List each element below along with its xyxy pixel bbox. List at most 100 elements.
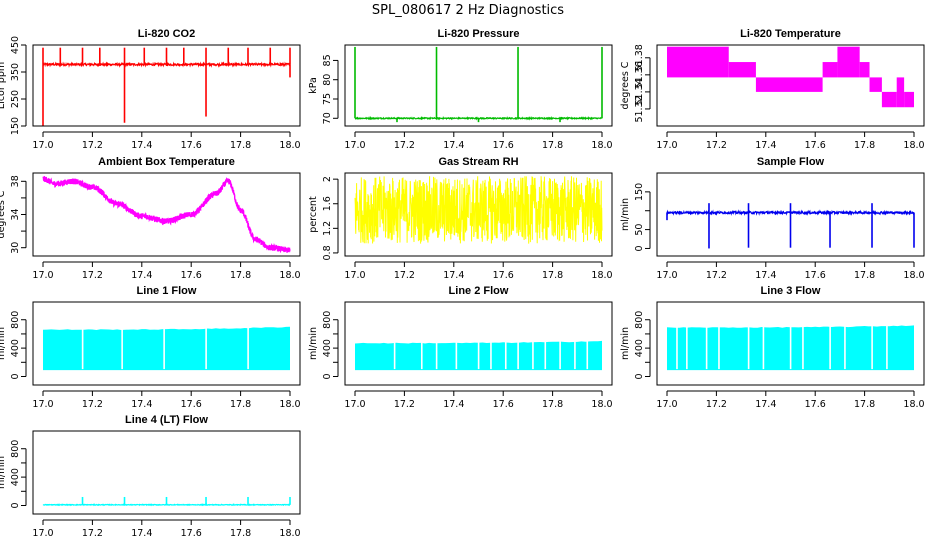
x-tick-label: 17.0 [32,140,53,151]
plot-frame [32,301,301,386]
y-tick-label: 150 [634,183,645,201]
x-axis: 17.0 17.2 17.4 17.6 17.8 18.0 [656,261,925,281]
panel-title: Line 1 Flow [137,285,197,297]
step-segment [896,77,905,108]
flow-gap [789,322,792,370]
x-tick-label: 17.6 [493,140,514,151]
y-axis-label: ml/min [620,198,631,231]
x-axis: 17.0 17.2 17.4 17.6 17.8 18.0 [32,390,301,410]
x-tick-label: 17.8 [854,140,875,151]
series-box_temp [42,176,291,254]
x-tick-label: 17.8 [854,270,875,281]
y-tick-label: 400 [10,468,21,486]
flow-gap [504,338,507,370]
x-tick-label: 18.0 [279,140,300,151]
x-tick-label: 17.6 [805,399,826,410]
step-segment [755,77,823,92]
x-tick-label: 17.2 [82,528,103,539]
flow-gap [559,338,561,370]
flow-gap [871,322,873,370]
y-axis-label: Licor ppm [0,62,7,109]
x-tick-label: 17.0 [32,399,53,410]
plot-frame [656,172,925,257]
y-tick-label: 34 [10,208,21,220]
flow-gap [718,322,720,370]
x-tick-label: 17.4 [755,399,776,410]
y-axis: 0.8 1.2 1.6 2 percent [308,176,339,260]
panel-title: Sample Flow [757,156,825,168]
x-tick-label: 17.0 [32,270,53,281]
x-tick-label: 17.6 [181,140,202,151]
x-tick-label: 17.2 [82,140,103,151]
flow-gap [544,338,547,370]
x-tick-label: 17.2 [706,270,727,281]
x-tick-label: 17.8 [230,399,251,410]
x-tick-label: 17.8 [230,140,251,151]
x-tick-label: 17.0 [656,399,677,410]
x-tick-label: 17.6 [493,399,514,410]
panel-title: Line 2 Flow [449,285,509,297]
y-tick-label: 70 [322,112,333,124]
step-segment [822,62,838,78]
y-tick-label: 800 [10,440,21,458]
x-tick-label: 17.0 [656,270,677,281]
flow-gap [829,322,831,370]
x-tick-label: 17.2 [706,399,727,410]
x-axis: 17.0 17.2 17.4 17.6 17.8 18.0 [32,519,301,539]
y-tick-label: 75 [322,93,333,105]
y-tick-label: 450 [10,36,21,54]
y-axis-label: ml/min [308,327,319,360]
x-tick-label: 17.2 [394,399,415,410]
y-tick-label: 1.2 [322,221,333,236]
y-axis: 150 250 350 450 Licor ppm [0,36,27,135]
x-tick-label: 18.0 [279,270,300,281]
step-segment [904,91,914,108]
panel-title: Li-820 Pressure [438,28,520,40]
plot-frame [344,44,613,127]
flow-gap [435,338,438,370]
x-tick-label: 17.6 [181,270,202,281]
y-axis-label: degrees C [620,61,631,109]
x-tick-label: 18.0 [279,528,300,539]
x-tick-label: 17.2 [394,270,415,281]
y-axis-label: percent [308,196,319,233]
x-axis: 17.0 17.2 17.4 17.6 17.8 18.0 [344,131,613,151]
y-tick-label: 1.6 [322,196,333,211]
y-tick-label: 0 [322,373,333,379]
panel-title: Line 3 Flow [761,285,821,297]
x-axis: 17.0 17.2 17.4 17.6 17.8 18.0 [656,390,925,410]
x-tick-label: 17.4 [131,528,152,539]
series-line1 [43,323,290,371]
plot-frame [32,44,301,127]
series-line [42,176,291,254]
flow-gap [802,322,804,370]
flow-gap [247,323,249,370]
panel-pressure: Li-820 Pressure 17.0 17.2 17.4 17.6 17.8 18.0 7… [308,28,613,151]
flow-gap [455,338,458,370]
flow-gap [81,323,84,370]
series-pressure [354,46,603,123]
x-tick-label: 17.2 [82,399,103,410]
x-tick-label: 17.6 [493,270,514,281]
flow-gap [205,323,207,370]
x-axis: 17.0 17.2 17.4 17.6 17.8 18.0 [656,131,925,151]
y-tick-label: 85 [322,54,333,66]
x-tick-label: 17.4 [443,399,464,410]
x-tick-label: 17.8 [230,270,251,281]
x-tick-label: 18.0 [591,140,612,151]
flow-gap [705,322,708,370]
flow-gap [532,338,534,370]
flow-gap [121,323,123,370]
panel-rh: Gas Stream RH 17.0 17.2 17.4 17.6 17.8 18.0 0.8… [308,156,613,281]
series-line2 [355,338,602,371]
y-tick-label: 0 [634,245,645,251]
x-axis: 17.0 17.2 17.4 17.6 17.8 18.0 [32,261,301,281]
x-tick-label: 17.4 [131,270,152,281]
y-tick-label: 80 [322,74,333,86]
x-tick-label: 17.4 [755,270,776,281]
y-tick-label: 250 [10,90,21,108]
